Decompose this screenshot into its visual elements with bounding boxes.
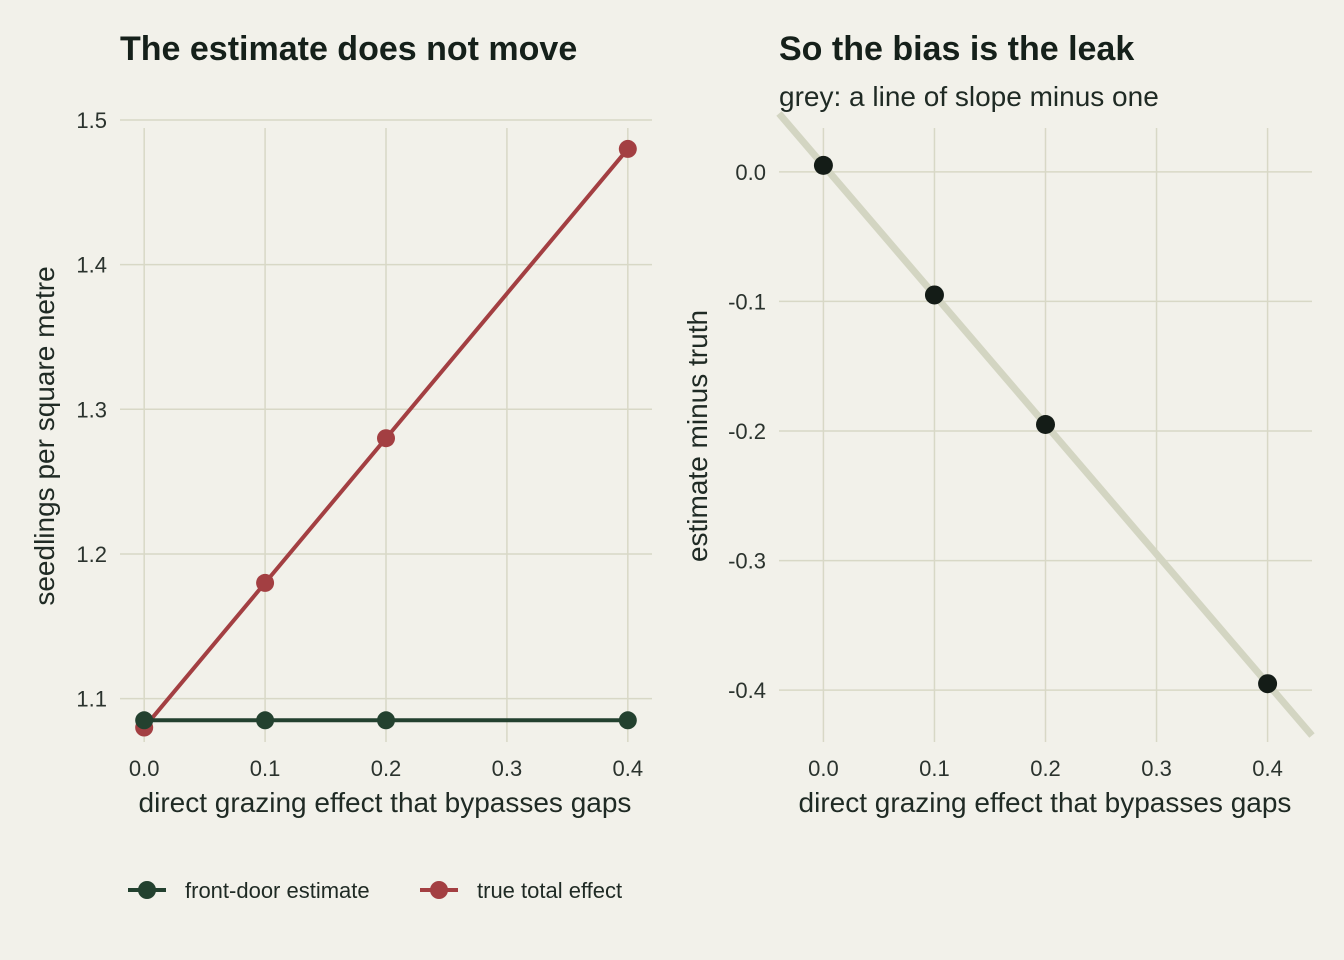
right-chart-title: So the bias is the leak	[779, 30, 1134, 68]
x-tick-label: 0.1	[250, 756, 281, 781]
data-point	[377, 711, 395, 730]
y-tick-label: 0.0	[735, 160, 766, 185]
x-tick-label: 0.1	[919, 756, 950, 781]
y-tick-label: -0.1	[728, 289, 766, 314]
right-chart-panel: So the bias is the leak grey: a line of …	[682, 30, 1315, 818]
x-tick-label: 0.2	[371, 756, 402, 781]
x-tick-label: 0.0	[129, 756, 160, 781]
y-tick-label: -0.2	[728, 419, 766, 444]
data-point	[1036, 415, 1055, 435]
data-point	[813, 155, 833, 175]
legend-swatch-dot	[430, 881, 448, 899]
right-x-axis-label: direct grazing effect that bypasses gaps	[799, 787, 1292, 818]
legend-item-front-door: front-door estimate	[128, 878, 370, 903]
y-tick-label: -0.3	[728, 549, 766, 574]
left-y-axis-label: seedlings per square metre	[29, 266, 60, 605]
x-tick-label: 0.4	[1252, 756, 1283, 781]
series-line	[142, 147, 630, 729]
left-chart-title: The estimate does not move	[120, 30, 577, 68]
data-point	[256, 711, 275, 730]
data-point	[924, 285, 944, 305]
legend-item-true-total: true total effect	[420, 878, 622, 903]
data-point	[618, 139, 637, 158]
data-point	[618, 711, 637, 730]
x-tick-label: 0.0	[808, 756, 839, 781]
y-tick-label: 1.1	[76, 687, 107, 712]
right-chart-subtitle: grey: a line of slope minus one	[779, 81, 1159, 112]
data-point	[377, 429, 395, 448]
legend-swatch-dot	[138, 881, 156, 899]
right-y-axis-label: estimate minus truth	[682, 310, 713, 562]
x-tick-label: 0.3	[1141, 756, 1172, 781]
data-point	[256, 573, 275, 592]
x-tick-label: 0.3	[492, 756, 523, 781]
y-tick-label: -0.4	[728, 678, 766, 703]
data-point	[135, 711, 154, 730]
x-tick-label: 0.2	[1030, 756, 1061, 781]
y-tick-label: 1.2	[76, 542, 107, 567]
data-point	[1258, 674, 1278, 694]
left-x-axis-label: direct grazing effect that bypasses gaps	[139, 787, 632, 818]
y-tick-label: 1.4	[76, 253, 107, 278]
legend-label: true total effect	[477, 878, 622, 903]
x-tick-label: 0.4	[613, 756, 644, 781]
legend-label: front-door estimate	[185, 878, 370, 903]
left-chart-panel: The estimate does not move 0.0 0.1 0.2 0.3 0…	[29, 30, 652, 818]
y-tick-label: 1.5	[76, 108, 107, 133]
y-tick-label: 1.3	[76, 397, 107, 422]
legend: front-door estimate true total effect	[128, 878, 622, 903]
